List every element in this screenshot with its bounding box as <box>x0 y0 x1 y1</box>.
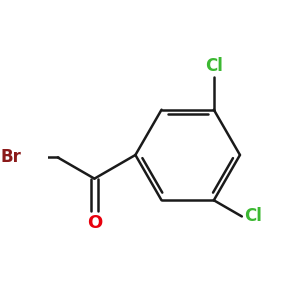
Text: O: O <box>87 214 102 232</box>
Text: Cl: Cl <box>244 207 262 225</box>
Text: Br: Br <box>0 148 21 166</box>
Text: Cl: Cl <box>205 57 223 75</box>
